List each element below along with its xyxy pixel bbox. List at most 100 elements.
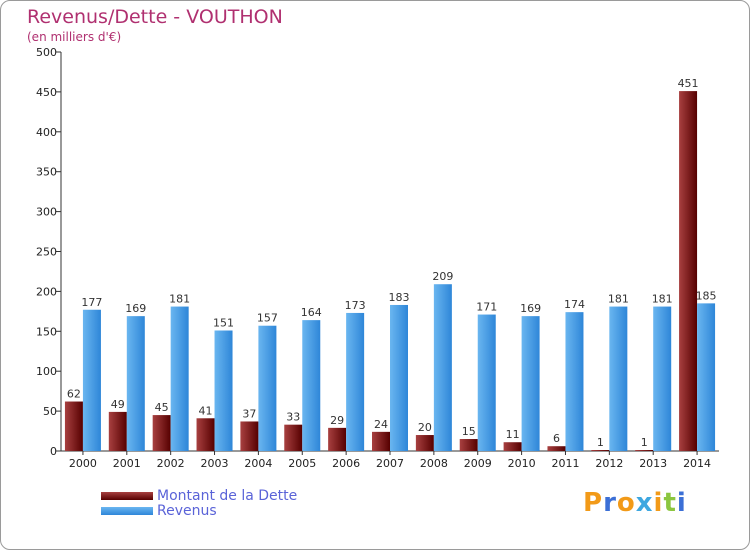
bar-dette [372,431,390,451]
bar-revenus [653,306,672,451]
bar-revenus [433,284,452,451]
y-tick-label: 200 [36,285,57,298]
x-tick-label: 2007 [376,457,404,470]
y-tick-label: 300 [36,206,57,219]
legend-item-dette: Montant de la Dette [101,487,298,504]
y-tick-label: 100 [36,365,57,378]
y-tick-label: 250 [36,246,57,259]
bar-revenus [126,316,145,451]
bar-dette [64,401,83,451]
bar-revenus [82,309,101,451]
bar-dette [547,446,566,451]
bar-revenus [565,312,584,451]
chart-subtitle: (en milliers d'€) [27,30,122,44]
x-tick-label: 2009 [464,457,492,470]
bar-revenus [170,306,189,451]
data-label-revenus: 169 [520,302,541,315]
data-label-dette: 11 [506,428,520,441]
bar-dette [108,411,127,451]
data-label-revenus: 169 [125,302,146,315]
data-label-revenus: 171 [476,301,497,314]
bar-revenus [258,325,277,451]
x-tick-label: 2012 [595,457,623,470]
x-tick-label: 2006 [332,457,360,470]
bar-revenus [214,330,233,451]
logo-letter: P [583,488,604,518]
bar-dette [240,421,259,451]
x-tick-label: 2005 [288,457,316,470]
data-label-dette: 62 [67,388,81,401]
data-label-revenus: 185 [696,289,717,302]
bar-revenus [390,304,408,451]
x-tick-label: 2004 [244,457,272,470]
data-label-dette: 37 [242,407,256,420]
bar-revenus [697,303,716,451]
data-label-revenus: 209 [432,270,453,283]
x-tick-label: 2003 [201,457,229,470]
chart-legend: Montant de la Dette Revenus [101,487,298,519]
data-label-revenus: 181 [652,293,673,306]
bar-dette [152,415,171,451]
bar-revenus [346,312,365,451]
data-label-revenus: 177 [81,296,102,309]
legend-label-revenus: Revenus [157,502,217,519]
data-label-dette: 15 [462,425,476,438]
data-label-dette: 24 [374,418,388,431]
logo-letter: i [653,488,664,518]
bar-dette [503,442,522,451]
data-label-dette: 41 [199,404,213,417]
data-label-revenus: 164 [301,306,322,319]
logo-letter: x [635,488,654,518]
data-label-revenus: 173 [345,299,366,312]
bar-dette [328,427,347,451]
bar-dette [196,418,215,451]
x-tick-label: 2001 [113,457,141,470]
legend-swatch-revenus [101,506,153,515]
proxiti-logo: Proxiti [583,488,687,518]
data-label-dette: 20 [418,421,432,434]
bar-dette [679,91,698,452]
y-tick-label: 400 [36,126,57,139]
data-label-dette: 451 [678,77,699,90]
x-tick-label: 2013 [639,457,667,470]
x-tick-label: 2010 [508,457,536,470]
bar-revenus [521,316,540,451]
data-label-dette: 1 [597,436,604,449]
x-tick-label: 2008 [420,457,448,470]
logo-letter: i [676,488,687,518]
bar-dette [459,439,478,451]
data-label-revenus: 174 [564,298,585,311]
x-tick-label: 2014 [683,457,711,470]
bar-revenus [302,320,321,451]
y-tick-label: 500 [36,46,57,59]
bar-revenus [477,314,496,451]
x-tick-label: 2011 [551,457,579,470]
data-label-revenus: 151 [213,317,234,330]
y-tick-label: 150 [36,325,57,338]
data-label-dette: 49 [111,398,125,411]
bar-dette [415,435,434,451]
data-label-revenus: 183 [389,291,410,304]
bar-revenus [609,306,628,451]
data-label-dette: 1 [641,436,648,449]
data-label-dette: 29 [330,414,344,427]
y-tick-label: 350 [36,166,57,179]
y-tick-label: 450 [36,86,57,99]
y-tick-label: 50 [43,405,57,418]
x-tick-label: 2000 [69,457,97,470]
logo-letter: t [663,488,677,518]
data-label-revenus: 181 [169,293,190,306]
data-label-dette: 33 [286,411,300,424]
logo-letter: r [603,488,617,518]
data-label-revenus: 181 [608,293,629,306]
x-tick-label: 2002 [157,457,185,470]
data-label-revenus: 157 [257,312,278,325]
legend-label-dette: Montant de la Dette [157,487,298,504]
chart-title: Revenus/Dette - VOUTHON [27,6,283,28]
logo-letter: o [616,488,636,518]
bar-dette [284,424,303,451]
legend-swatch-dette [101,491,153,500]
data-label-dette: 45 [155,401,169,414]
